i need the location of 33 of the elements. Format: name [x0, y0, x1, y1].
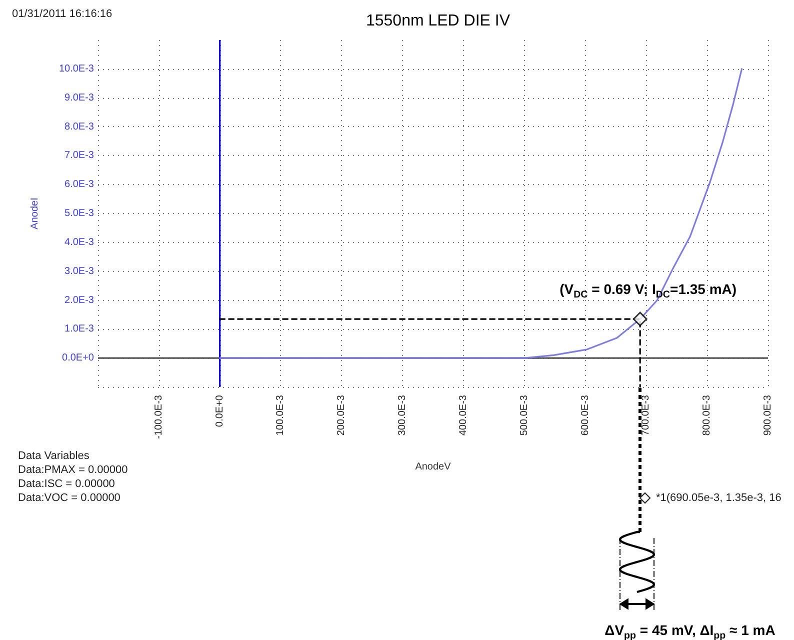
y-axis-title: AnodeI: [30, 198, 40, 230]
y-tick-label: 7.0E-3: [64, 150, 94, 162]
y-tick-label: 9.0E-3: [64, 92, 94, 104]
y-tick-label: 1.0E-3: [64, 324, 94, 335]
x-tick-label: 900.0E-3: [762, 394, 774, 436]
x-tick-label: 0.0E+0: [214, 394, 226, 427]
y-tick-label: 0.0E+0: [62, 352, 94, 364]
y-tick-label: 3.0E-3: [64, 266, 94, 277]
x-tick-label: -100.0E-3: [153, 394, 164, 439]
x-tick-label: 100.0E-3: [275, 394, 286, 436]
y-tick-label: 5.0E-3: [64, 208, 94, 219]
text: Data:ISC = 0.00000: [18, 478, 115, 491]
text: 01/31/2011 16:16:16: [12, 8, 112, 21]
x-tick-label: 800.0E-3: [702, 394, 713, 436]
text: Data:PMAX = 0.00000: [18, 464, 128, 477]
y-tick-label: 10.0E-3: [58, 63, 94, 74]
line-series: [219, 68, 743, 359]
text: Data:VOC = 0.00000: [18, 492, 120, 505]
x-axis-title: AnodeV: [415, 462, 452, 472]
y-tick-label: 2.0E-3: [64, 294, 94, 306]
y-tick-label: 8.0E-3: [64, 121, 94, 132]
y-tick-label: 4.0E-3: [64, 236, 94, 248]
x-tick-label: 700.0E-3: [640, 394, 652, 436]
text: Data Variables: [18, 450, 90, 463]
x-tick-label: 200.0E-3: [336, 394, 348, 436]
x-tick-label: 500.0E-3: [518, 394, 530, 436]
x-tick-label: 300.0E-3: [397, 394, 408, 436]
x-tick-label: 600.0E-3: [580, 394, 591, 436]
x-tick-label: 400.0E-3: [458, 394, 469, 436]
text: *1(690.05e-3, 1.35e-3, 16: [656, 492, 782, 505]
y-tick-label: 6.0E-3: [64, 179, 94, 190]
chart-title: 1550nm LED DIE IV: [366, 12, 510, 30]
annotation: (V$_{DC}$ = 0.69 V; I$_{DC}$=1.35 mA): [560, 281, 737, 300]
